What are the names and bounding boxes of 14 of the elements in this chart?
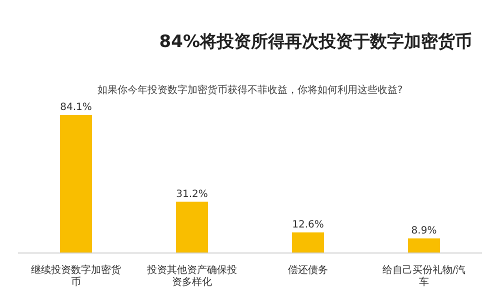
data-label: 8.9% — [411, 225, 437, 236]
bar — [60, 115, 92, 253]
x-tick-label: 投资其他资产确保投资多样化 — [146, 264, 237, 288]
bar — [408, 238, 440, 253]
chart-title: 84%将投资所得再次投资于数字加密货币 — [158, 31, 473, 53]
bar — [176, 202, 208, 253]
chart-subtitle: 如果你今年投资数字加密货币获得不菲收益，你将如何利用这些收益? — [96, 84, 404, 97]
x-tick-label: 给自己买份礼物/汽车 — [382, 264, 466, 288]
data-label: 31.2% — [176, 188, 208, 200]
data-label: 84.1% — [60, 102, 92, 113]
x-tick-label: 继续投资数字加密货币 — [31, 264, 121, 288]
bar — [292, 232, 324, 253]
x-tick-label: 偿还债务 — [288, 264, 328, 276]
data-label: 12.6% — [292, 219, 324, 230]
